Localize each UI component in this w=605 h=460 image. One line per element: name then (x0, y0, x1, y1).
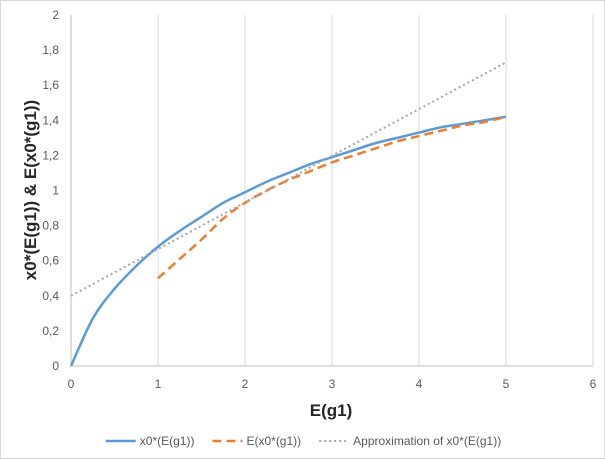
y-axis-title: x0*(E(g1)) & E(x0*(g1)) (21, 100, 40, 280)
legend-label: E(x0*(g1)) (246, 434, 301, 448)
y-tick-label: 0,6 (42, 254, 59, 268)
grid-layer (157, 15, 594, 366)
y-tick-label: 2 (52, 8, 59, 22)
series-line-3 (70, 61, 507, 297)
y-tick-label: 1,6 (42, 78, 59, 92)
x-tick-label: 2 (242, 377, 249, 391)
legend-label: Approximation of x0*(E(g1)) (353, 434, 501, 448)
series-line-1 (69, 115, 507, 367)
series-line-2 (157, 115, 507, 280)
y-tick-label: 1,2 (42, 148, 59, 162)
y-tick-label: 0,2 (42, 324, 59, 338)
y-tick-label: 1 (52, 184, 59, 198)
y-tick-label: 1,4 (42, 113, 59, 127)
x-tick-label: 3 (329, 377, 336, 391)
series-layer (69, 61, 507, 367)
x-tick-label: 4 (416, 377, 423, 391)
x-tick-label: 5 (503, 377, 510, 391)
y-tick-label: 0 (52, 359, 59, 373)
x-tick-label: 0 (68, 377, 75, 391)
x-tick-label: 6 (590, 377, 597, 391)
y-tick-label: 1,8 (42, 43, 59, 57)
y-tick-label: 0,8 (42, 219, 59, 233)
y-tick-label: 0,4 (42, 289, 59, 303)
x-axis-title: E(g1) (310, 401, 353, 420)
legend-label: x0*(E(g1)) (140, 434, 195, 448)
axis-layer: 0 1 2 3 4 5 6 0 0,2 0,4 0,6 0,8 1 1,2 1,4 1,6 1,8 2 (42, 8, 596, 391)
x-tick-label: 1 (155, 377, 162, 391)
legend: x0*(E(g1)) E(x0*(g1)) Approximation of x0*… (105, 434, 501, 448)
